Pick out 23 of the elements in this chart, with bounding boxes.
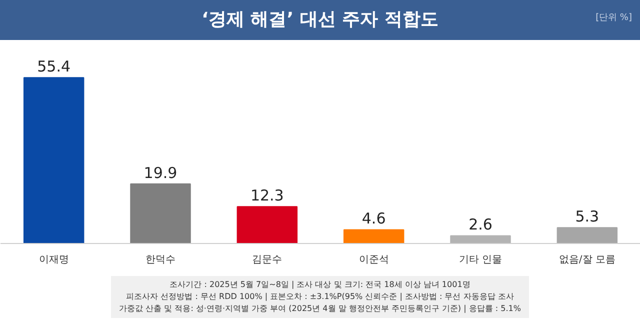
- data-label: 12.3: [250, 186, 284, 205]
- data-label: 19.9: [144, 164, 178, 182]
- x-tick-label: 이재명: [38, 254, 69, 266]
- bar: [556, 227, 618, 244]
- x-tick-label: 이준석: [358, 254, 389, 266]
- bar: [343, 229, 404, 244]
- text: 조사기간 : 2025년 5월 7일~8일 | 조사 대상 및 크기: 전국 18세 이상 남녀 1001명: [170, 280, 470, 289]
- data-label: 55.4: [37, 58, 71, 76]
- bar: [23, 77, 84, 244]
- data-label: 4.6: [362, 210, 386, 228]
- bar: [450, 235, 511, 244]
- text: 피조사자 선정방법 : 무선 RDD 100% | 표본오차 : ±3.1%P(95% 신뢰수준 | 조사방법 : 무선 자동응답 조사: [126, 292, 514, 301]
- text: [단위 %]: [596, 12, 632, 25]
- x-tick-label: 한덕수: [146, 254, 176, 266]
- x-tick-label: 김문수: [252, 254, 282, 266]
- data-label: 5.3: [575, 208, 600, 226]
- text: 가중값 산출 및 적용: 성·연령·지역별 가중 부여 (2025년 4월 말 행정안전부 주민등록인구 기준) | 응답률 : 5.1%: [119, 304, 521, 313]
- bar: [130, 183, 191, 244]
- chart-title: ‘경제 해결’ 대선 주자 적합도: [202, 9, 438, 30]
- x-tick-label: 없음/잘 모름: [558, 254, 616, 266]
- x-tick-label: 기타 인물: [458, 254, 502, 266]
- data-label: 2.6: [468, 216, 492, 234]
- bar: [236, 206, 298, 244]
